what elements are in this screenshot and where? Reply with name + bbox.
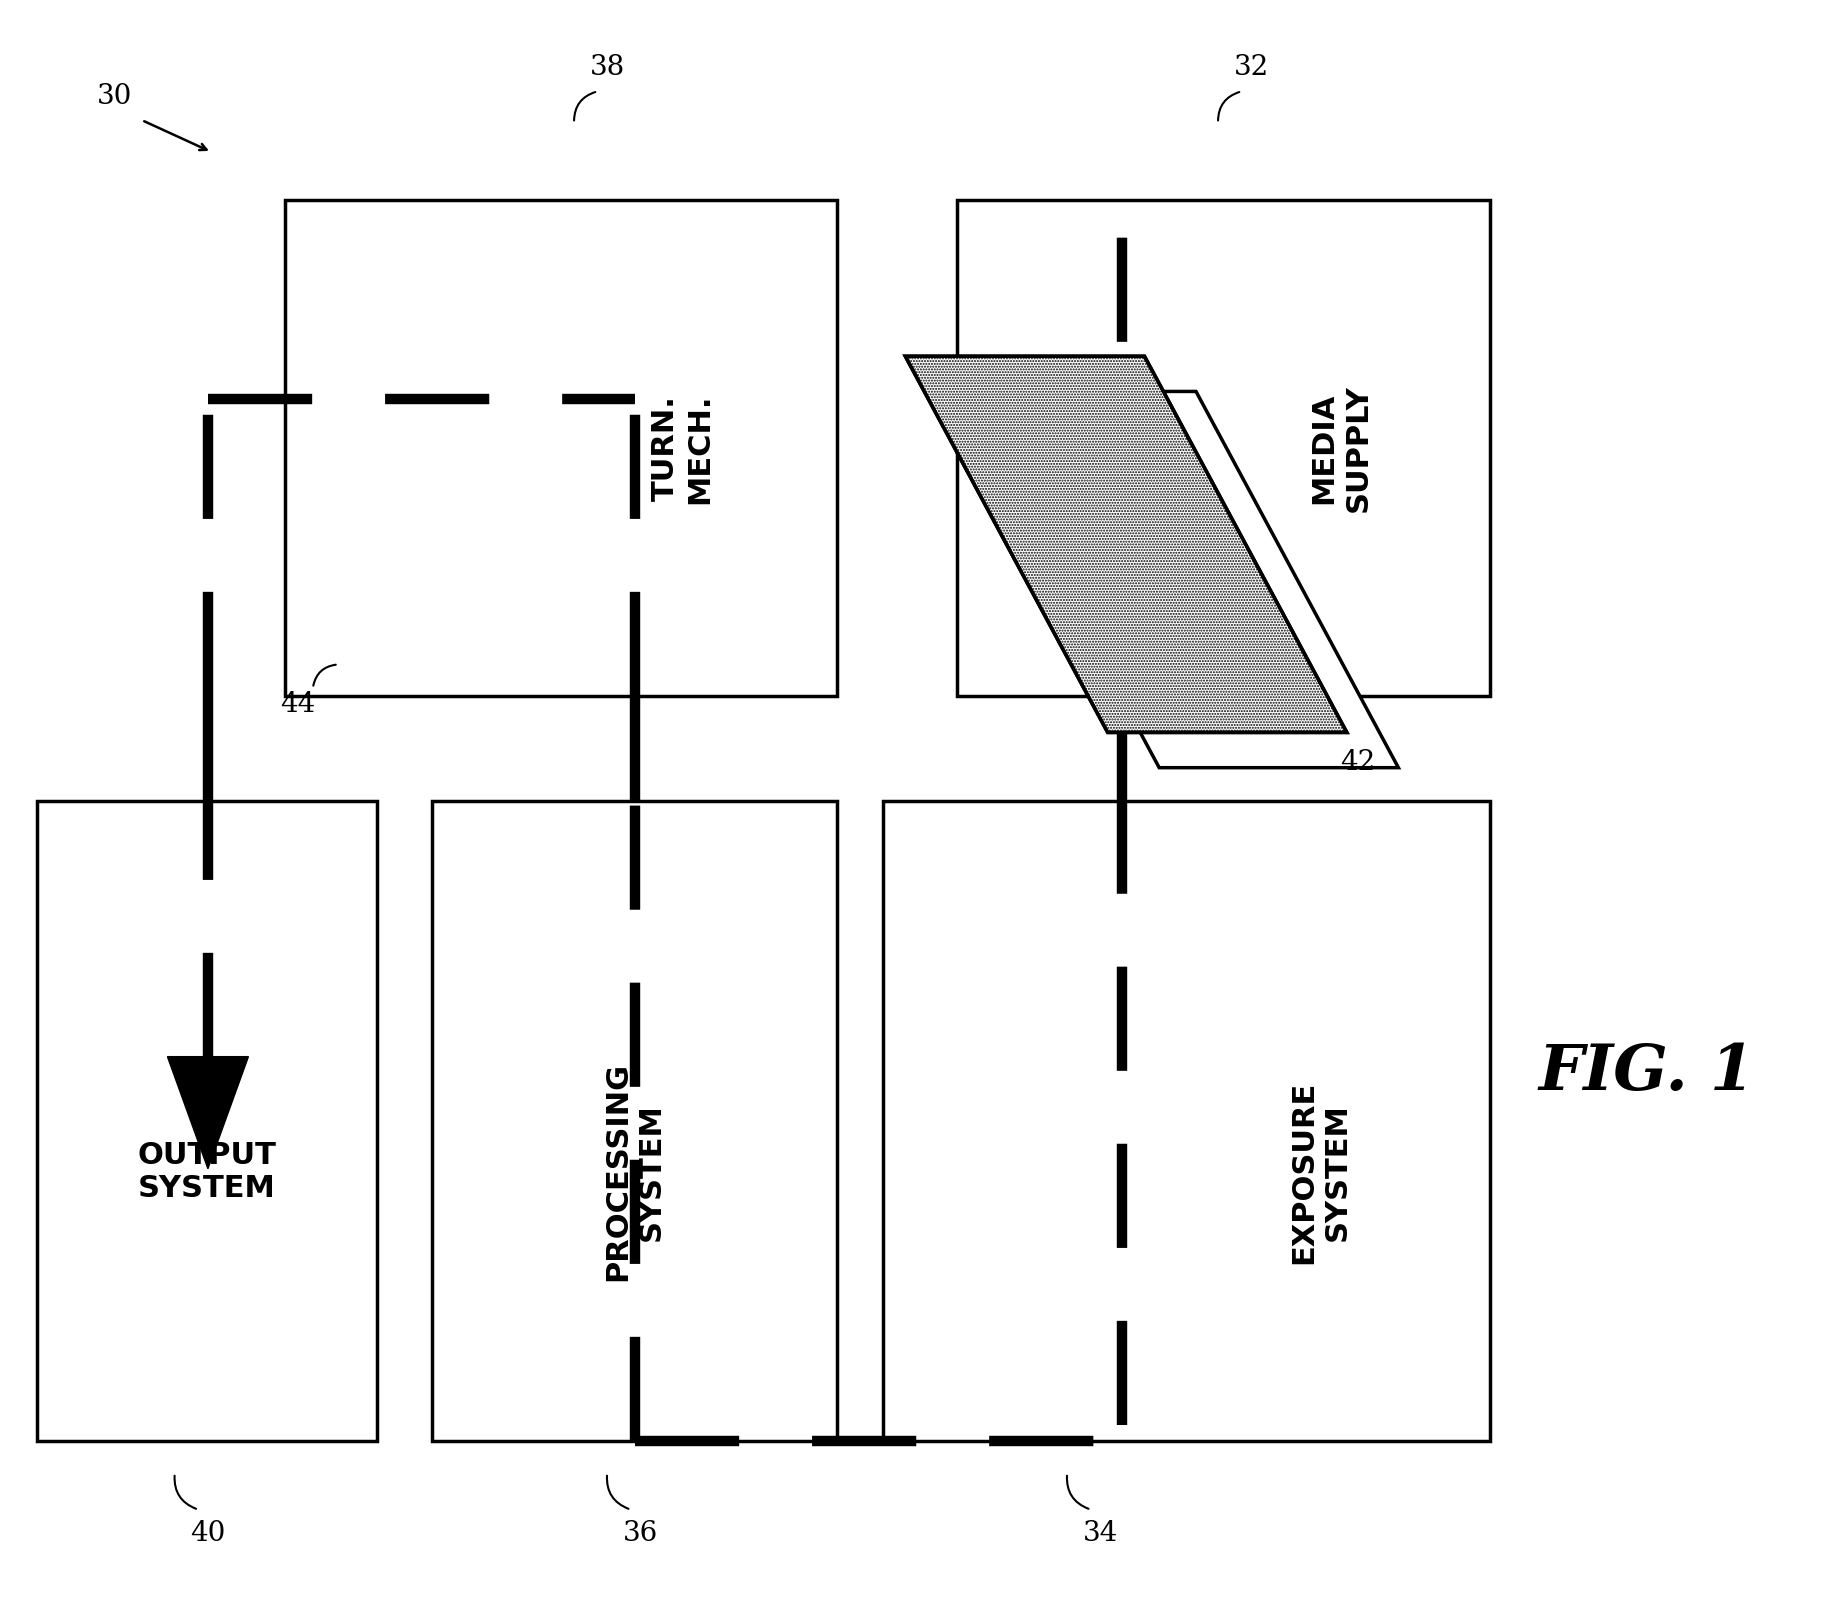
- Text: 40: 40: [189, 1521, 226, 1547]
- Text: OUTPUT
SYSTEM: OUTPUT SYSTEM: [138, 1140, 276, 1204]
- Text: 42: 42: [1339, 749, 1376, 775]
- Text: MEDIA
SUPPLY: MEDIA SUPPLY: [1309, 384, 1372, 512]
- Text: FIG. 1: FIG. 1: [1537, 1042, 1754, 1103]
- Bar: [285, 200, 837, 696]
- Text: 34: 34: [1081, 1521, 1118, 1547]
- Text: EXPOSURE
SYSTEM: EXPOSURE SYSTEM: [1289, 1081, 1352, 1263]
- Bar: [956, 200, 1490, 696]
- Text: 32: 32: [1232, 54, 1269, 80]
- Text: 30: 30: [96, 83, 132, 109]
- Bar: [432, 800, 837, 1441]
- Text: 38: 38: [588, 54, 625, 80]
- Polygon shape: [956, 391, 1398, 768]
- Text: TURN.
MECH.: TURN. MECH.: [651, 392, 714, 504]
- Polygon shape: [905, 355, 1346, 732]
- Text: 44: 44: [280, 692, 316, 717]
- Bar: [37, 800, 377, 1441]
- Text: 36: 36: [622, 1521, 658, 1547]
- Text: PROCESSING
SYSTEM: PROCESSING SYSTEM: [603, 1063, 666, 1281]
- Polygon shape: [167, 1057, 248, 1169]
- Bar: [883, 800, 1490, 1441]
